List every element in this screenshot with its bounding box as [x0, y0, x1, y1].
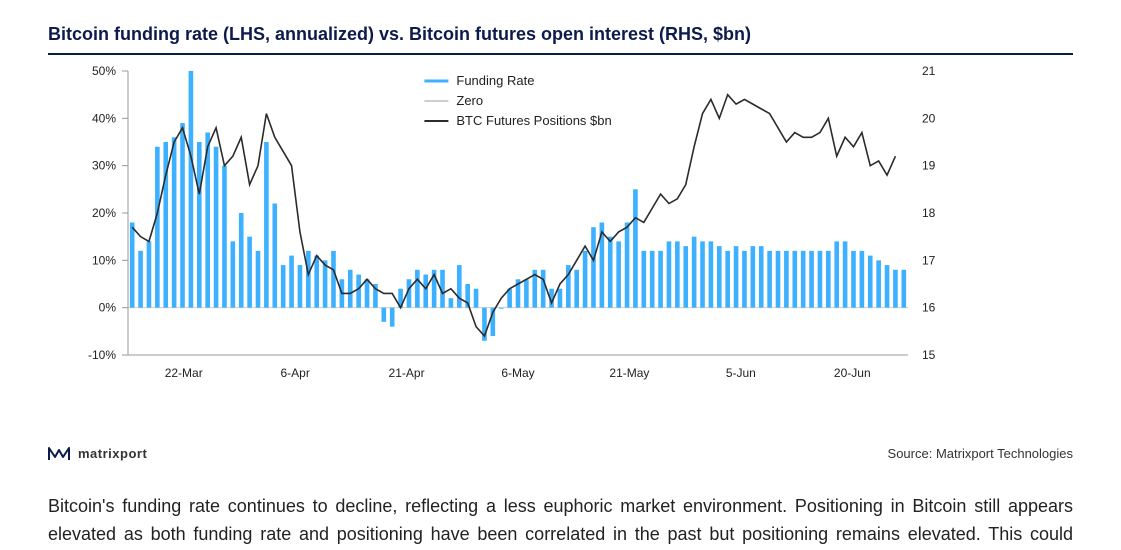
svg-text:21: 21 — [922, 64, 936, 78]
svg-text:BTC Futures Positions $bn: BTC Futures Positions $bn — [456, 113, 611, 128]
source-text: Source: Matrixport Technologies — [888, 446, 1073, 461]
svg-text:6-Apr: 6-Apr — [280, 366, 309, 380]
svg-text:21-Apr: 21-Apr — [389, 366, 425, 380]
svg-text:16: 16 — [922, 301, 936, 315]
chart-footer: matrixport Source: Matrixport Technologi… — [48, 445, 1073, 461]
svg-text:50%: 50% — [92, 64, 116, 78]
svg-text:Funding Rate: Funding Rate — [456, 73, 534, 88]
page-root: Bitcoin funding rate (LHS, annualized) v… — [0, 0, 1121, 550]
svg-text:18: 18 — [922, 206, 936, 220]
chart-area: -10% 0% 10% 20% 30% 40% 50% 15 16 17 18 19 20 21 22-Ma… — [48, 61, 1073, 441]
svg-text:20-Jun: 20-Jun — [834, 366, 871, 380]
body-paragraph: Bitcoin's funding rate continues to decl… — [48, 493, 1073, 550]
svg-text:5-Jun: 5-Jun — [726, 366, 756, 380]
svg-text:19: 19 — [922, 159, 936, 173]
svg-text:21-May: 21-May — [609, 366, 649, 380]
combo-chart: -10% 0% 10% 20% 30% 40% 50% 15 16 17 18 19 20 21 22-Ma… — [48, 61, 968, 391]
svg-text:20%: 20% — [92, 206, 116, 220]
svg-text:22-Mar: 22-Mar — [165, 366, 203, 380]
svg-text:15: 15 — [922, 348, 936, 362]
chart-title: Bitcoin funding rate (LHS, annualized) v… — [48, 24, 1073, 45]
svg-text:40%: 40% — [92, 111, 116, 125]
brand-icon — [48, 445, 70, 461]
brand-block: matrixport — [48, 445, 147, 461]
svg-text:6-May: 6-May — [501, 366, 534, 380]
svg-text:0%: 0% — [99, 301, 117, 315]
title-rule — [48, 53, 1073, 55]
svg-text:17: 17 — [922, 253, 936, 267]
svg-text:Zero: Zero — [456, 93, 483, 108]
svg-text:30%: 30% — [92, 159, 116, 173]
svg-text:20: 20 — [922, 111, 936, 125]
svg-text:10%: 10% — [92, 253, 116, 267]
svg-text:-10%: -10% — [88, 348, 116, 362]
brand-text: matrixport — [78, 446, 147, 461]
